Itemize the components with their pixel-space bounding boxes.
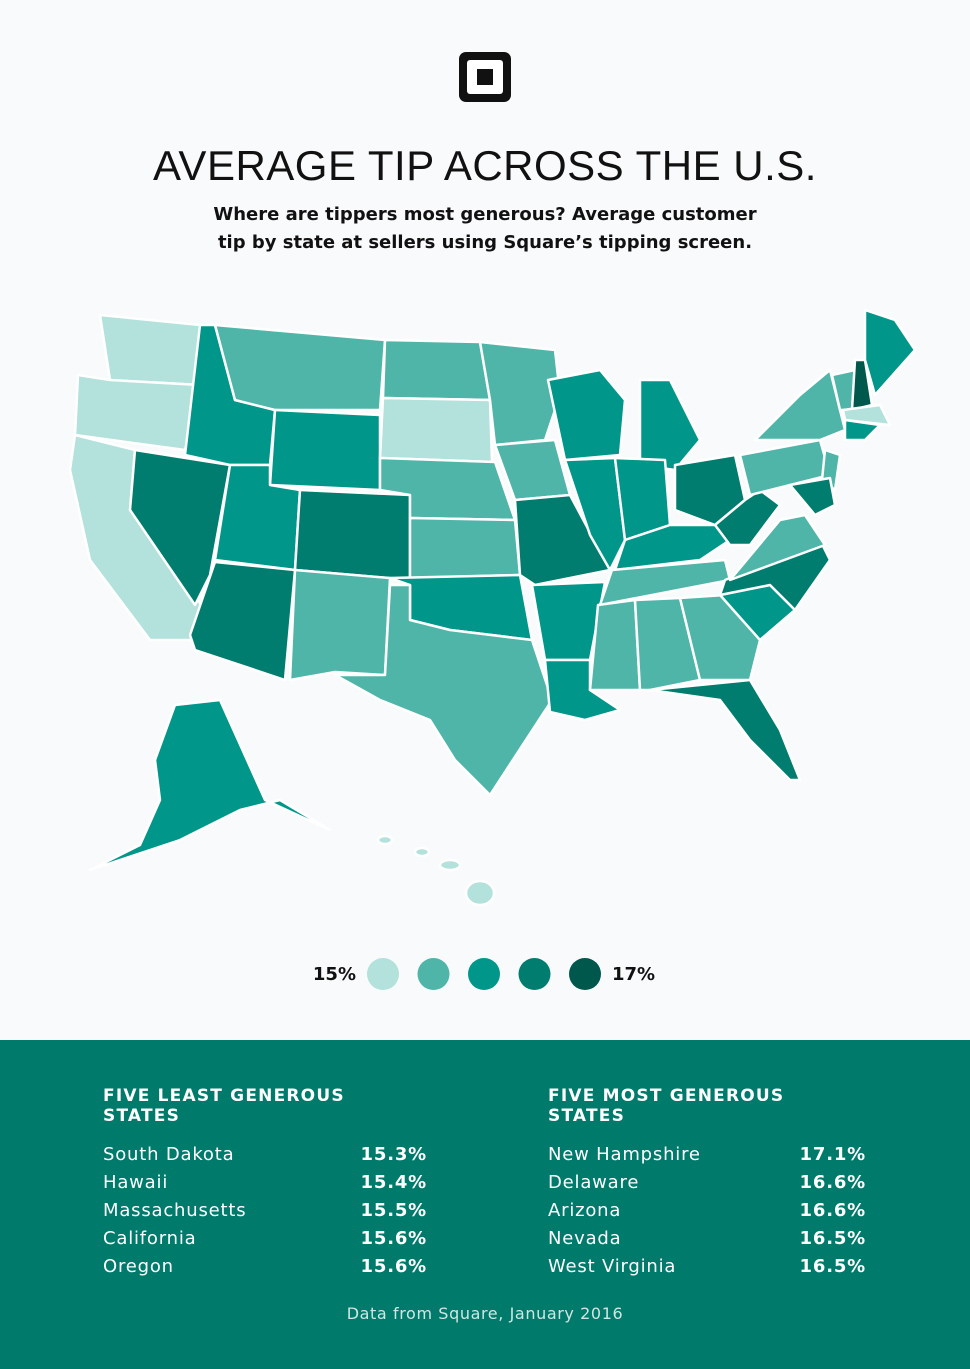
state xyxy=(633,596,702,692)
tip-value: 15.3% xyxy=(360,1144,427,1165)
states xyxy=(68,308,917,907)
state xyxy=(543,658,622,722)
state-name: New Hampshire xyxy=(548,1144,701,1165)
least-list: FIVE LEAST GENEROUS STATES South Dakota 1… xyxy=(103,1086,427,1284)
state xyxy=(333,583,554,797)
map: 15% 17% xyxy=(68,52,917,990)
state-name: West Virginia xyxy=(548,1256,677,1277)
tip-value: 15.6% xyxy=(360,1228,427,1249)
state xyxy=(841,403,892,427)
state-name: South Dakota xyxy=(103,1144,235,1165)
state xyxy=(648,678,802,782)
state xyxy=(376,834,394,846)
state-name: Massachusetts xyxy=(103,1200,247,1221)
subtitle: Where are tippers most generous? Average… xyxy=(0,201,970,257)
tip-value: 17.1% xyxy=(799,1144,866,1165)
state xyxy=(588,598,642,692)
list-row: Arizona 16.6% xyxy=(548,1200,866,1228)
state xyxy=(98,313,202,387)
state xyxy=(788,476,837,517)
tip-value: 16.5% xyxy=(799,1256,866,1277)
state xyxy=(638,378,702,472)
list-row: West Virginia 16.5% xyxy=(548,1256,866,1284)
state xyxy=(378,396,494,464)
state xyxy=(213,323,387,412)
state xyxy=(293,488,412,582)
logo-dot xyxy=(477,69,493,85)
tip-value: 15.6% xyxy=(360,1256,427,1277)
state xyxy=(753,368,847,442)
state xyxy=(863,308,917,397)
legend-swatch xyxy=(569,958,601,990)
legend-swatch xyxy=(367,958,399,990)
legend-high: 17% xyxy=(612,964,655,985)
tip-value: 16.6% xyxy=(799,1172,866,1193)
state-name: Oregon xyxy=(103,1256,174,1277)
list-row: Hawaii 15.4% xyxy=(103,1172,427,1200)
state xyxy=(713,488,782,547)
most-list: FIVE MOST GENEROUS STATES New Hampshire 1… xyxy=(548,1086,866,1284)
title: AVERAGE TIP ACROSS THE U.S. xyxy=(153,142,817,189)
state xyxy=(464,879,496,907)
state xyxy=(546,368,627,462)
state-name: Delaware xyxy=(548,1172,640,1193)
state-name: Arizona xyxy=(548,1200,622,1221)
state xyxy=(843,418,882,442)
legend-swatch xyxy=(417,958,450,990)
summary-band: FIVE LEAST GENEROUS STATES South Dakota 1… xyxy=(0,1040,970,1369)
list-row: Delaware 16.6% xyxy=(548,1172,866,1200)
list-row: Nevada 16.5% xyxy=(548,1228,866,1256)
state-name: Hawaii xyxy=(103,1172,169,1193)
state xyxy=(728,513,827,582)
legend-low: 15% xyxy=(313,964,356,985)
state xyxy=(88,698,332,872)
state xyxy=(438,858,462,872)
state-name: California xyxy=(103,1228,197,1249)
subtitle-line: Where are tippers most generous? Average… xyxy=(213,204,757,225)
legend: 15% 17% xyxy=(313,958,655,990)
legend-swatch xyxy=(518,958,551,990)
list-row: Massachusetts 15.5% xyxy=(103,1200,427,1228)
state xyxy=(563,456,627,572)
tip-value: 16.6% xyxy=(799,1200,866,1221)
state xyxy=(288,568,392,682)
list-title: FIVE LEAST GENEROUS STATES xyxy=(103,1086,345,1126)
subtitle-line: tip by state at sellers using Square’s t… xyxy=(217,232,753,253)
legend-swatch xyxy=(468,958,500,990)
list-row: South Dakota 15.3% xyxy=(103,1144,427,1172)
state-name: Nevada xyxy=(548,1228,622,1249)
list-row: New Hampshire 17.1% xyxy=(548,1144,866,1172)
source: Data from Square, January 2016 xyxy=(346,1304,624,1323)
tip-value: 15.4% xyxy=(360,1172,427,1193)
state xyxy=(408,516,522,580)
state xyxy=(188,560,297,682)
list-row: Oregon 15.6% xyxy=(103,1256,427,1284)
state xyxy=(513,493,612,587)
state xyxy=(268,408,382,492)
tip-value: 15.5% xyxy=(360,1200,427,1221)
list-row: California 15.6% xyxy=(103,1228,427,1256)
state xyxy=(413,846,431,858)
state xyxy=(381,338,492,402)
list-title: FIVE MOST GENEROUS STATES xyxy=(548,1086,785,1126)
tip-value: 16.5% xyxy=(799,1228,866,1249)
